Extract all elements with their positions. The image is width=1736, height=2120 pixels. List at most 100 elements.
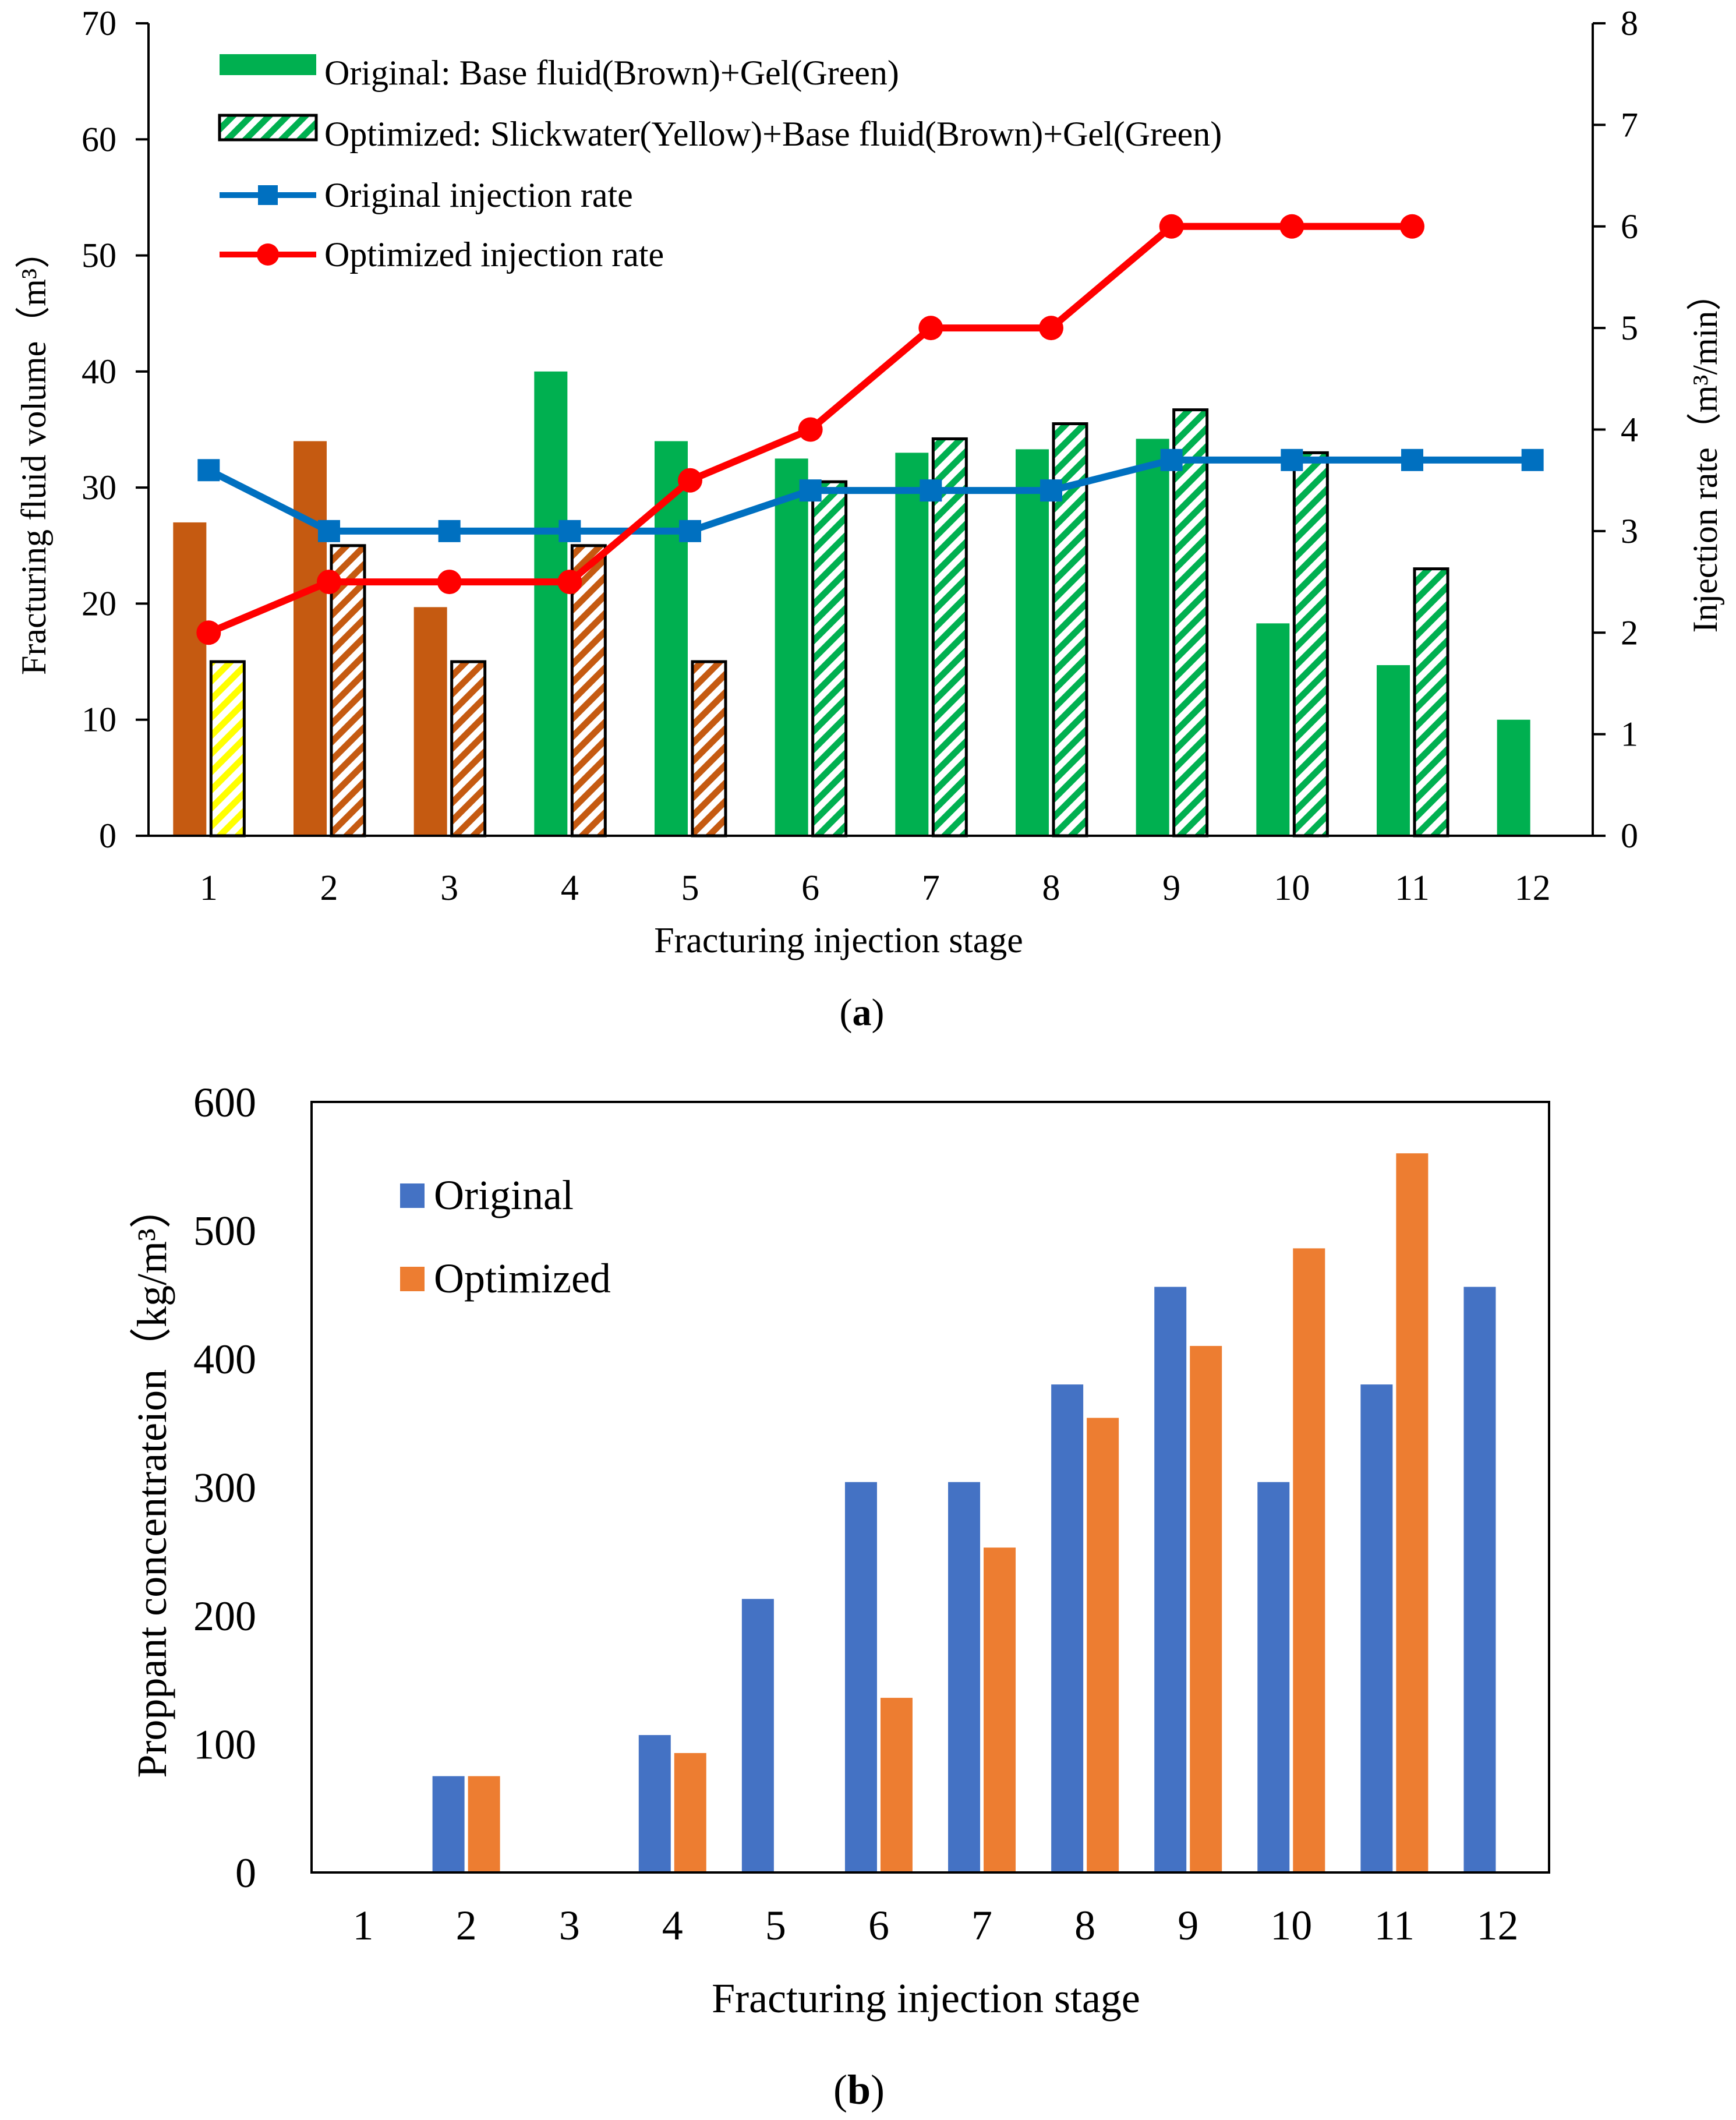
- bar-original-stage-10: [1257, 1482, 1290, 1872]
- marker-original-rate-stage-10: [1281, 448, 1303, 471]
- bar-optimized-stage-4: [674, 1752, 706, 1872]
- chart-b-x-tick-label: 8: [1074, 1902, 1095, 1949]
- legend-swatch-original: [400, 1183, 425, 1208]
- marker-original-rate-stage-3: [438, 520, 461, 542]
- chart-b-x-axis-label: Fracturing injection stage: [712, 1975, 1140, 2022]
- chart-a-x-tick-label: 2: [320, 868, 338, 908]
- chart-b-x-tick-label: 12: [1476, 1902, 1518, 1949]
- chart-b-x-tick-label: 11: [1374, 1902, 1415, 1949]
- bar-optimized-stage-7: [931, 437, 968, 838]
- marker-original-rate-stage-11: [1401, 448, 1423, 471]
- bar-original-stage-7: [948, 1482, 981, 1872]
- chart-b-x-tick-label: 5: [765, 1902, 786, 1949]
- line-original-rate: [207, 456, 1533, 535]
- legend-marker-original-rate: [258, 185, 278, 205]
- bar-original-stage-9: [1136, 439, 1169, 836]
- chart-a-y-tick-label: 60: [82, 120, 116, 158]
- legend-label-original: Original: [434, 1172, 574, 1218]
- bar-optimized-stage-11: [1413, 567, 1449, 838]
- marker-original-rate-stage-1: [197, 459, 220, 482]
- bar-original-stage-11: [1360, 1384, 1393, 1872]
- bar-original-stage-11: [1377, 665, 1410, 836]
- chart-b-y-tick-label: 300: [193, 1465, 256, 1511]
- chart-a-x-tick-label: 3: [440, 868, 458, 908]
- chart-a-panel-label: (a): [840, 991, 885, 1034]
- marker-optimized-rate-stage-2: [317, 570, 341, 595]
- chart-b-y-tick-label: 500: [193, 1208, 256, 1255]
- chart-b-panel-letter: b: [847, 2066, 871, 2113]
- bar-optimized-stage-7: [984, 1547, 1016, 1872]
- marker-optimized-rate-stage-4: [557, 570, 582, 595]
- marker-original-rate-stage-7: [920, 479, 942, 502]
- chart-b-x-tick-label: 7: [971, 1902, 992, 1949]
- chart-b-y-tick-label: 400: [193, 1336, 256, 1383]
- chart-a-y-tick-label: 50: [82, 236, 116, 275]
- chart-a-y-tick-label: 70: [82, 4, 116, 43]
- chart-b-y-tick-label: 100: [193, 1722, 256, 1768]
- chart-a-x-tick-label: 6: [801, 868, 819, 908]
- marker-optimized-rate-stage-1: [196, 620, 221, 645]
- chart-a-y2-tick-label: 7: [1621, 105, 1638, 144]
- chart-b-x-tick-label: 9: [1178, 1902, 1198, 1949]
- marker-original-rate-stage-9: [1160, 448, 1183, 471]
- marker-optimized-rate-stage-9: [1159, 214, 1184, 239]
- chart-b-y-tick-label: 200: [193, 1593, 256, 1640]
- bar-optimized-stage-9: [1172, 408, 1209, 838]
- chart-a-y2-tick-label: 1: [1621, 715, 1638, 754]
- marker-optimized-rate-stage-8: [1039, 316, 1063, 341]
- chart-a-x-tick-label: 4: [561, 868, 579, 908]
- legend-label-original-rate: Original injection rate: [324, 176, 633, 214]
- chart-b-x-tick-label: 2: [456, 1902, 477, 1949]
- chart-a-x-tick-label: 9: [1162, 868, 1180, 908]
- chart-a-x-axis-label: Fracturing injection stage: [654, 921, 1023, 960]
- chart-b-panel-label: (b): [833, 2066, 885, 2113]
- marker-original-rate-stage-12: [1521, 448, 1544, 471]
- marker-optimized-rate-stage-11: [1400, 214, 1424, 239]
- bar-optimized-stage-2: [468, 1776, 500, 1872]
- bar-optimized-stage-6: [880, 1698, 913, 1872]
- bar-original-stage-4: [638, 1735, 671, 1872]
- marker-original-rate-stage-5: [679, 520, 701, 542]
- bar-original-stage-6: [844, 1482, 877, 1872]
- bar-optimized-stage-9: [1190, 1345, 1222, 1872]
- bar-optimized-stage-8: [1087, 1418, 1119, 1872]
- bar-original-stage-8: [1051, 1384, 1084, 1872]
- legend-marker-optimized-rate: [257, 243, 279, 266]
- bar-optimized-stage-6: [811, 480, 848, 838]
- chart-a-y-tick-label: 0: [99, 817, 116, 855]
- chart-a-x-tick-label: 7: [922, 868, 940, 908]
- chart-a-y-tick-label: 30: [82, 468, 116, 507]
- legend-swatch-optimized-fluid: [218, 114, 318, 142]
- bar-optimized-stage-1: [209, 660, 246, 838]
- bar-original-stage-3: [413, 607, 447, 836]
- marker-original-rate-stage-4: [558, 520, 581, 542]
- chart-a-x-tick-label: 5: [681, 868, 699, 908]
- chart-a-x-tick-label: 11: [1395, 868, 1430, 908]
- marker-optimized-rate-stage-5: [678, 468, 702, 493]
- chart-a-panel-letter: a: [853, 991, 872, 1034]
- bar-optimized-stage-5: [691, 660, 727, 838]
- chart-a-y2-tick-label: 4: [1621, 411, 1638, 449]
- bar-original-stage-8: [1016, 449, 1049, 836]
- chart-b-x-tick-label: 3: [559, 1902, 580, 1949]
- chart-b-x-tick-label: 1: [353, 1902, 374, 1949]
- bar-optimized-stage-11: [1396, 1153, 1429, 1872]
- marker-original-rate-stage-6: [799, 479, 822, 502]
- chart-a-y2-tick-label: 3: [1621, 512, 1638, 550]
- bar-original-stage-4: [534, 371, 568, 836]
- chart-b-plot-frame: [310, 1101, 1550, 1874]
- chart-a-y-tick-label: 10: [82, 701, 116, 739]
- bar-optimized-stage-10: [1292, 451, 1329, 838]
- chart-b-y-tick-label: 600: [193, 1079, 256, 1126]
- legend-label-optimized-rate: Optimized injection rate: [324, 235, 664, 274]
- chart-b-legend: Original Optimized: [400, 1172, 611, 1302]
- marker-optimized-rate-stage-3: [437, 570, 462, 595]
- chart-a-y2-tick-label: 8: [1621, 4, 1638, 43]
- chart-a-y2-tick-label: 2: [1621, 613, 1638, 652]
- chart-a-legend: Original: Base fluid(Brown)+Gel(Green) O…: [218, 54, 1222, 274]
- chart-a-y-tick-label: 20: [82, 584, 116, 623]
